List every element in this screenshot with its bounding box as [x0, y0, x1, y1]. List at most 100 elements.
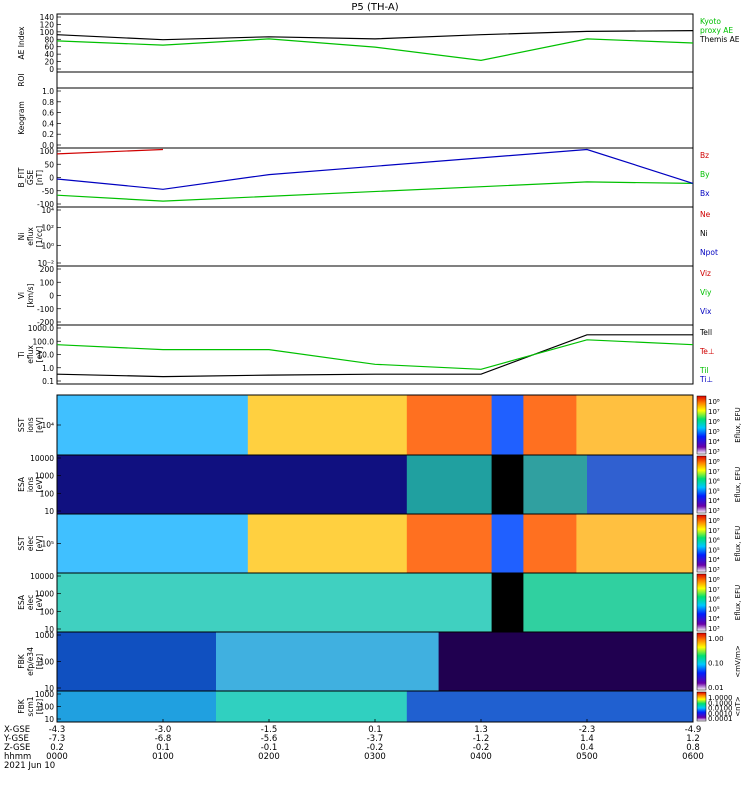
spectrogram-cell [565, 573, 577, 632]
spectrogram-cell [364, 455, 376, 514]
spectrogram-cell [406, 455, 418, 514]
spectrogram-cell [618, 514, 630, 573]
spectrogram-cell [481, 573, 493, 632]
colorbar-title: Eflux, EFU [734, 407, 742, 442]
spectrogram-cell [88, 395, 100, 455]
spectrogram-cell [67, 514, 79, 573]
spectrogram-esa_e [57, 573, 694, 632]
spectrogram-cell [300, 514, 312, 573]
spectrogram-cell [385, 632, 397, 691]
spectrogram-cell [385, 395, 397, 455]
spectrogram-cell [491, 573, 503, 632]
spectrogram-cell [406, 691, 418, 722]
panel-ylabel: Vi [17, 292, 26, 299]
footer-tick-z: 0.8 [686, 743, 700, 753]
panel-keogram: Keogram 1.0 0.8 0.60.4 0.2 0.0 [17, 87, 694, 150]
spectrogram-cell [555, 632, 567, 691]
panel-ylabel: [eV] [35, 536, 44, 552]
panel-frame [56, 71, 694, 89]
spectrogram-cell [226, 632, 238, 691]
footer-tick-y: -6.8 [155, 734, 172, 744]
spectrogram-cell [671, 514, 683, 573]
spectrogram-cell [544, 395, 556, 455]
ytick-label: 10⁵ [41, 540, 54, 549]
spectrogram-cell [332, 395, 344, 455]
spectrogram-cell [385, 455, 397, 514]
spectrogram-cell [57, 514, 69, 573]
colorbar-tick-label: 10⁴ [708, 556, 720, 564]
spectrogram-cell [163, 514, 175, 573]
spectrogram-cell [205, 573, 217, 632]
spectrogram-cell [459, 455, 471, 514]
spectrogram-cell [258, 514, 270, 573]
spectrogram-cell [311, 514, 323, 573]
colorbar-tick-label: 10⁵ [708, 487, 720, 495]
spectrogram-cell [290, 691, 302, 722]
spectrogram-cell [78, 691, 90, 722]
spectrogram-cell [481, 632, 493, 691]
spectrogram-cell [396, 395, 408, 455]
spectrogram-cell [576, 395, 588, 455]
spectrogram-cell [661, 691, 673, 722]
spectrogram-cell [300, 573, 312, 632]
spectrogram-cell [470, 691, 482, 722]
footer-tick-t: 0500 [576, 752, 598, 762]
spectrogram-cell [300, 691, 312, 722]
legend-entry: Kyoto [700, 17, 721, 26]
spectrogram-cell [353, 573, 365, 632]
ytick-label: 10 [44, 715, 54, 724]
footer-tick-z: -0.1 [261, 743, 278, 753]
ytick-label: 0.1 [42, 377, 54, 386]
legend-entry: Ti⊥ [699, 375, 713, 384]
ytick-label: 100 [40, 278, 55, 287]
spectrogram-cell [78, 514, 90, 573]
colorbar-tick-label: 10⁸ [708, 398, 720, 406]
spectrogram-cell [88, 455, 100, 514]
spectrogram-cell [512, 573, 524, 632]
spectrogram-cell [322, 455, 334, 514]
ytick-label: 10000 [30, 572, 54, 581]
spectrogram-cell [67, 632, 79, 691]
spectrogram-cell [396, 573, 408, 632]
series-line [56, 181, 694, 202]
spectrogram-cell [608, 455, 620, 514]
spectrogram-cell [205, 395, 217, 455]
spectrogram-cell [587, 514, 599, 573]
spectrogram-cell [661, 573, 673, 632]
spectrogram-cell [269, 573, 281, 632]
ytick-label: 0.0 [42, 141, 54, 150]
spectrogram-cell [682, 514, 694, 573]
panel-ylabel: [nT] [35, 170, 44, 185]
colorbar-tick-label: 0.0100 [708, 705, 733, 713]
spectrogram-cell [226, 455, 238, 514]
spectrogram-cell [502, 455, 514, 514]
footer-tick-y: -7.3 [49, 734, 66, 744]
spectrogram-cell [343, 395, 355, 455]
panel-roi: ROI [17, 71, 694, 89]
spectrogram-cell [396, 514, 408, 573]
legend-entry: proxy AE [700, 26, 733, 35]
spectrogram-cell [587, 632, 599, 691]
spectrogram-cell [364, 691, 376, 722]
colorbar-tick-label: 0.0010 [708, 710, 733, 718]
spectrogram-cell [661, 632, 673, 691]
spectrogram-cell [470, 573, 482, 632]
spectrogram-cell [406, 514, 418, 573]
spectrogram-cell [438, 455, 450, 514]
spectrogram-cell [640, 573, 652, 632]
spectrogram-cell [152, 632, 164, 691]
ytick-label: -100 [37, 200, 54, 209]
spectrogram-cell [491, 632, 503, 691]
spectrogram-cell [523, 691, 535, 722]
spectrogram-cell [99, 573, 111, 632]
spectrogram-cell [375, 632, 387, 691]
spectrogram-cell [110, 514, 122, 573]
spectrogram-cell [194, 691, 206, 722]
panel-ylabel: Keogram [17, 101, 26, 135]
spectrogram-cell [57, 395, 69, 455]
spectrogram-cell [417, 455, 429, 514]
ytick-label: 60 [44, 43, 54, 52]
spectrogram-cell [661, 514, 673, 573]
spectrogram-cell [576, 691, 588, 722]
